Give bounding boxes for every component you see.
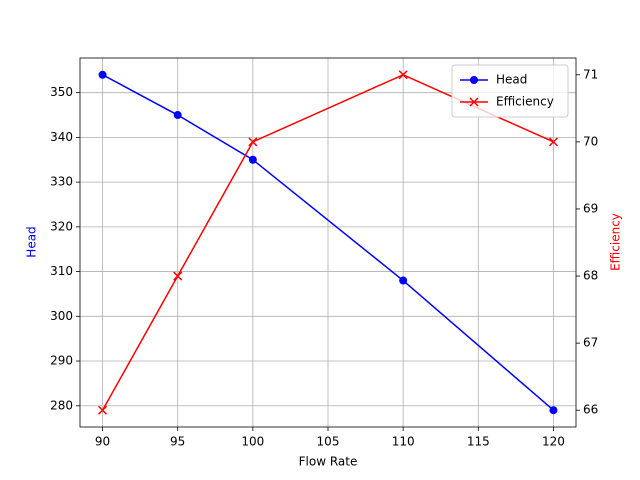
y-tick-label: 280 <box>50 398 73 412</box>
marker <box>173 271 183 281</box>
marker <box>549 406 558 415</box>
y-tick-label: 340 <box>50 130 73 144</box>
y-tick-label: 330 <box>50 175 73 189</box>
marker-x <box>173 271 183 281</box>
y-tick-label: 320 <box>50 219 73 233</box>
y2-tick-label: 69 <box>583 201 598 215</box>
marker <box>248 137 258 147</box>
y2-tick-label: 71 <box>583 67 598 81</box>
x-tick-label: 100 <box>241 435 264 449</box>
legend-label: Head <box>496 73 527 87</box>
x-tick-label: 110 <box>392 435 415 449</box>
y2-tick-label: 66 <box>583 403 598 417</box>
marker <box>399 276 408 285</box>
marker <box>98 70 107 79</box>
marker <box>173 111 182 120</box>
legend-marker <box>469 97 479 107</box>
marker-x <box>548 137 558 147</box>
plot-frame <box>79 57 577 428</box>
x-tick-label: 95 <box>170 435 185 449</box>
marker <box>548 137 558 147</box>
legend-box <box>451 64 569 118</box>
x-tick-label: 105 <box>317 435 340 449</box>
y2-tick-label: 70 <box>583 134 598 148</box>
y2-tick-label: 68 <box>583 269 598 283</box>
marker-x <box>398 70 408 80</box>
marker <box>398 70 408 80</box>
y-tick-label: 290 <box>50 354 73 368</box>
x-tick-label: 90 <box>95 435 110 449</box>
y-tick-label: 310 <box>50 264 73 278</box>
legend-label: Efficiency <box>496 95 554 109</box>
y-tick-label: 350 <box>50 85 73 99</box>
y-axis-label: Head <box>25 226 39 257</box>
marker-x <box>98 405 108 415</box>
legend: Head Efficiency <box>451 64 569 118</box>
marker <box>248 155 257 164</box>
marker <box>98 405 108 415</box>
x-tick-label: 120 <box>542 435 565 449</box>
y2-tick-label: 67 <box>583 336 598 350</box>
marker-x <box>248 137 258 147</box>
y2-axis-label: Efficiency <box>609 213 623 271</box>
y-tick-label: 300 <box>50 309 73 323</box>
x-tick-label: 115 <box>467 435 490 449</box>
legend-marker <box>470 76 478 84</box>
x-axis-label: Flow Rate <box>299 455 358 469</box>
